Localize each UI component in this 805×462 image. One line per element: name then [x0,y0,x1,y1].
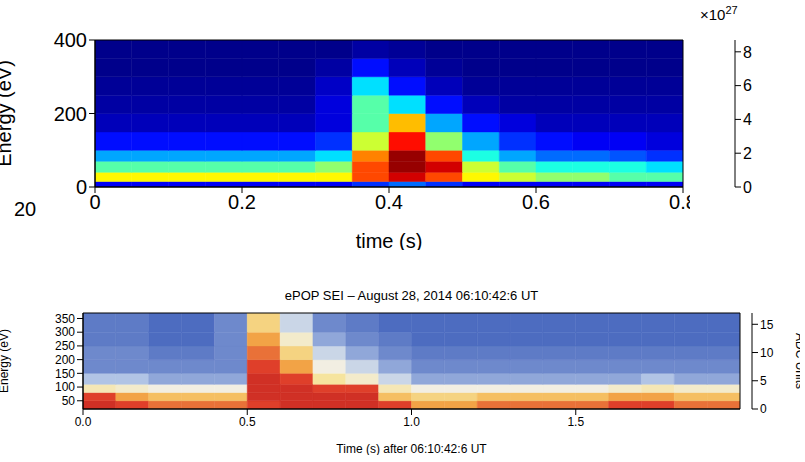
html-text:20: 20 [14,198,37,220]
svg-text:6: 6 [743,77,752,94]
svg-text:2: 2 [743,145,752,162]
svg-text:0.5: 0.5 [239,415,256,429]
svg-text:Energy (eV): Energy (eV) [0,60,15,167]
html-text:27: 27 [725,4,738,16]
svg-text:5: 5 [760,374,767,388]
svg-text:200: 200 [55,353,75,367]
svg-text:15: 15 [760,318,774,332]
svg-text:0.8: 0.8 [669,191,690,213]
svg-text:300: 300 [55,325,75,339]
svg-text:0: 0 [743,179,752,196]
svg-text:100: 100 [55,380,75,394]
svg-text:250: 250 [55,339,75,353]
svg-text:0.4: 0.4 [375,191,403,213]
svg-text:0: 0 [89,191,100,213]
svg-text:1.5: 1.5 [567,415,584,429]
svg-text:10: 10 [760,346,774,360]
svg-text:0.0: 0.0 [75,415,92,429]
svg-text:4: 4 [743,111,752,128]
svg-text:time (s): time (s) [356,230,423,250]
svg-text:150: 150 [55,367,75,381]
svg-text:0.2: 0.2 [228,191,256,213]
html-text:ePOP SEI – August 28, 2014 06:: ePOP SEI – August 28, 2014 06:10:42:6 UT [284,288,539,303]
svg-text:1.0: 1.0 [403,415,420,429]
svg-text:200: 200 [54,103,87,125]
svg-text:Energy (eV): Energy (eV) [0,329,11,393]
svg-text:400: 400 [54,29,87,51]
svg-text:0: 0 [76,176,87,198]
svg-text:Time (s) after 06:10:42:6 UT: Time (s) after 06:10:42:6 UT [336,442,487,455]
svg-text:50: 50 [62,394,76,408]
svg-text:8: 8 [743,44,752,61]
svg-text:350: 350 [55,312,75,326]
svg-text:0: 0 [760,402,767,416]
svg-text:0.6: 0.6 [522,191,550,213]
html-text:×10: ×10 [700,6,726,23]
svg-text:ADC Units: ADC Units [793,333,800,389]
